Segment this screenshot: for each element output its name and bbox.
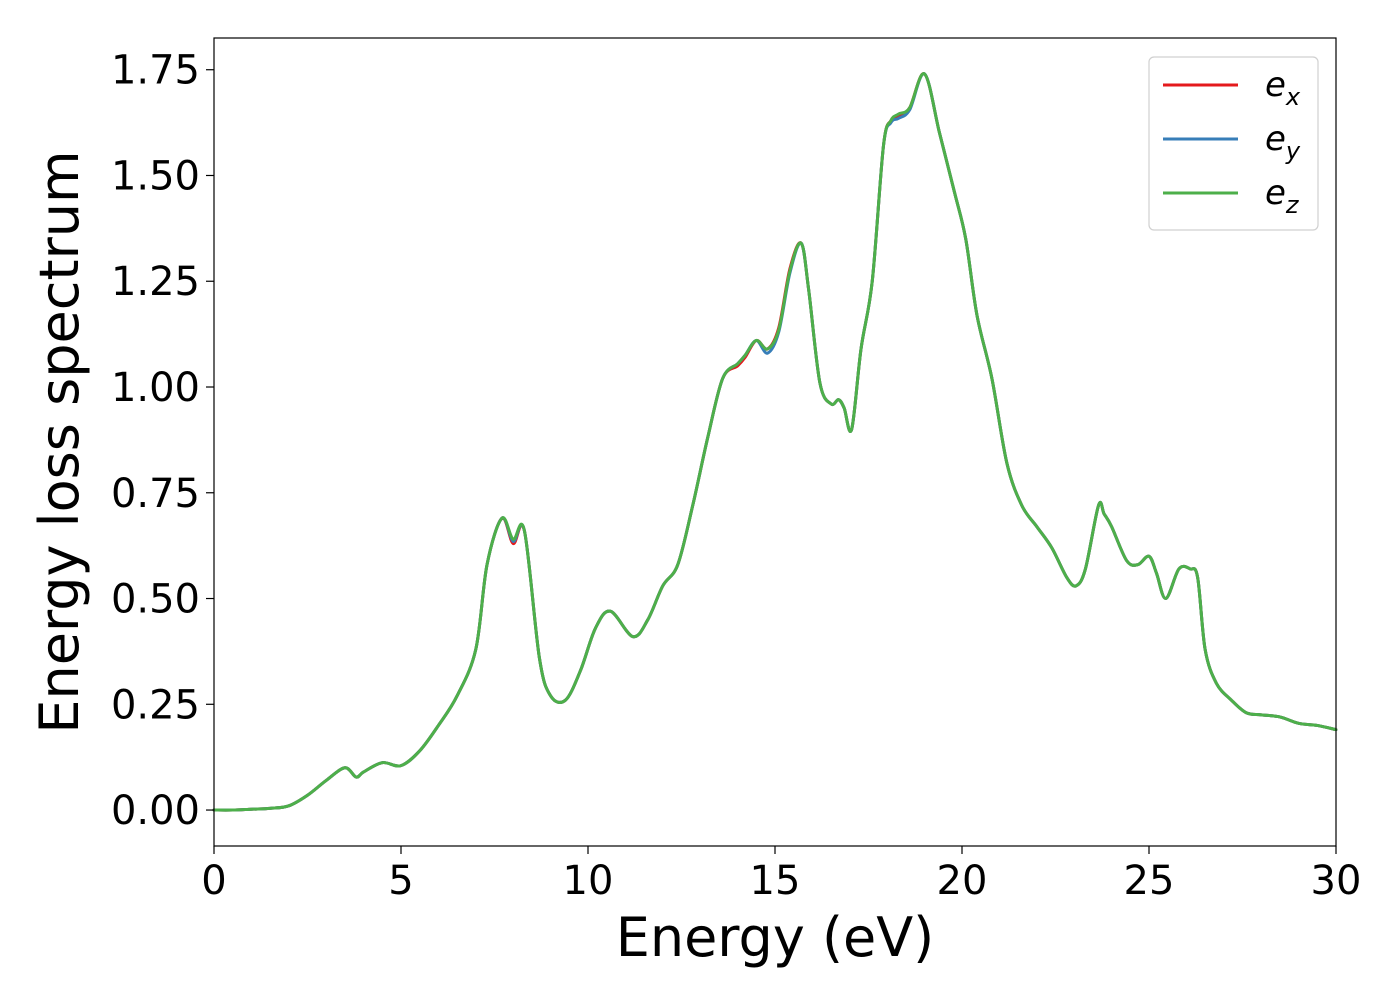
- legend-box: [1148, 56, 1319, 231]
- x-tick-label: 15: [750, 858, 801, 904]
- y-axis-ticks: 0.00 0.25 0.50 0.75 1.00 1.25 1.50 1.75: [111, 48, 214, 834]
- y-tick-label: 1.25: [111, 259, 200, 305]
- series-layer: [212, 72, 1338, 812]
- x-tick-label: 5: [388, 858, 413, 904]
- series-line-z: [212, 72, 1338, 812]
- y-tick-label: 1.00: [111, 365, 200, 411]
- y-axis-label: Energy loss spectrum: [28, 150, 91, 733]
- x-tick-label: 0: [201, 858, 226, 904]
- legend: ex ey ez: [1148, 56, 1319, 231]
- legend-label-x: ex: [1265, 65, 1301, 111]
- x-tick-label: 30: [1311, 858, 1362, 904]
- x-axis-label: Energy (eV): [616, 906, 935, 969]
- x-axis-ticks: 0 5 10 15 20 25 30: [201, 846, 1361, 904]
- plot-frame: [213, 37, 1337, 847]
- x-tick-label: 10: [563, 858, 614, 904]
- y-tick-label: 0.25: [111, 682, 200, 728]
- x-tick-label: 25: [1124, 858, 1175, 904]
- y-tick-label: 1.75: [111, 48, 200, 94]
- x-tick-label: 20: [937, 858, 988, 904]
- legend-label-z: ez: [1265, 173, 1300, 219]
- y-tick-label: 0.75: [111, 471, 200, 517]
- legend-label-y: ey: [1265, 119, 1301, 165]
- y-tick-label: 0.50: [111, 577, 200, 623]
- y-tick-label: 0.00: [111, 788, 200, 834]
- y-tick-label: 1.50: [111, 153, 200, 199]
